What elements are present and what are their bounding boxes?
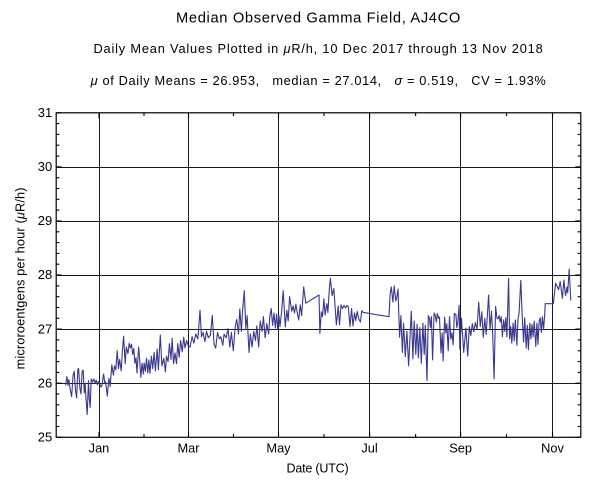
svg-text:microroentgens per hour (μR/h): microroentgens per hour (μR/h) (12, 187, 27, 369)
svg-text:27: 27 (38, 321, 52, 336)
svg-text:Jan: Jan (89, 440, 110, 455)
svg-text:Median Observed Gamma Field, A: Median Observed Gamma Field, AJ4CO (176, 11, 461, 27)
svg-text:31: 31 (38, 105, 52, 120)
svg-text:29: 29 (38, 213, 52, 228)
svg-text:Date (UTC): Date (UTC) (287, 462, 349, 476)
svg-text:28: 28 (38, 267, 52, 282)
svg-text:25: 25 (38, 430, 52, 445)
svg-text:Nov: Nov (541, 440, 564, 455)
svg-text:μ of Daily Means = 26.953, m: μ of Daily Means = 26.953, median = 27.0… (90, 73, 547, 88)
svg-text:Sep: Sep (449, 440, 472, 455)
svg-text:Daily Mean Values Plotted in μ: Daily Mean Values Plotted in μR/h, 10 De… (93, 41, 543, 56)
svg-text:30: 30 (38, 159, 52, 174)
svg-text:Mar: Mar (177, 440, 200, 455)
svg-text:Jul: Jul (361, 440, 377, 455)
svg-text:26: 26 (38, 375, 52, 390)
svg-text:May: May (266, 440, 291, 455)
